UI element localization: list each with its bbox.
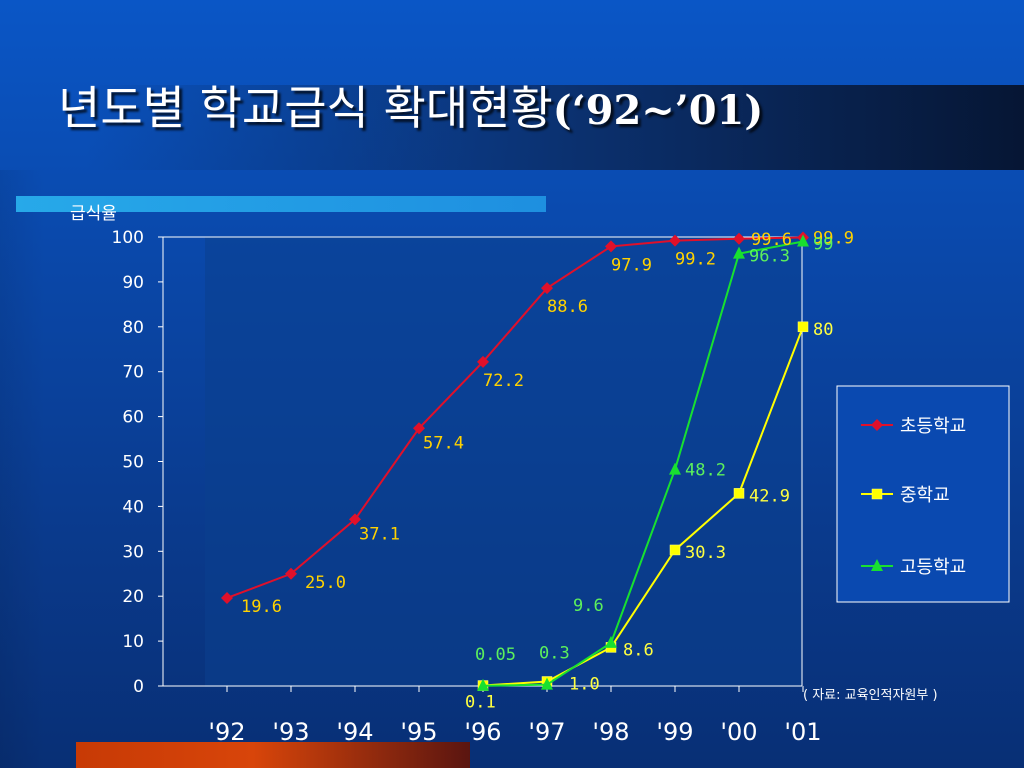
- series-line-1: [226, 236, 804, 599]
- x-tick-label: '01: [784, 718, 821, 746]
- cyan-accent-bar: [16, 196, 546, 212]
- legend-marker-1: [871, 419, 883, 431]
- x-tick-label: '94: [336, 718, 373, 746]
- plot-area-shade: [205, 237, 802, 687]
- y-tick-label: 70: [122, 363, 144, 383]
- data-label-3: 99: [813, 234, 833, 254]
- data-label-1: 88.6: [547, 297, 588, 317]
- x-tick-label: '98: [592, 718, 629, 746]
- series-line-2: [482, 326, 804, 687]
- data-point-1: [221, 591, 233, 604]
- x-tick-label: '95: [400, 718, 437, 746]
- data-point-3: [477, 678, 489, 691]
- data-point-1: [349, 513, 361, 526]
- data-label-2: 42.9: [749, 486, 790, 506]
- series-line-3: [482, 240, 804, 687]
- y-tick-label: 0: [133, 677, 144, 697]
- y-tick-label: 30: [122, 542, 144, 562]
- y-axis-title: 급식율: [70, 204, 117, 224]
- data-point-1: [669, 234, 681, 247]
- data-label-2: 0.1: [465, 693, 496, 713]
- legend-marker-3: [871, 559, 883, 571]
- chart-axes: 0 10 20 30 40 50 60 70 80 90 100 '92 '93 '94 '95 '96 '97…: [112, 228, 822, 746]
- data-label-2: 80: [813, 320, 833, 340]
- orange-accent-bar: [76, 742, 470, 768]
- data-label-1: 37.1: [359, 524, 400, 544]
- data-label-1: 19.6: [241, 597, 282, 617]
- data-point-3: [733, 246, 745, 259]
- data-point-1: [477, 355, 489, 368]
- data-label-1: 99.9: [813, 228, 854, 248]
- data-label-2: 8.6: [623, 640, 654, 660]
- y-tick-label: 60: [122, 408, 144, 428]
- slide-title-main: 년도별 학교급식 확대현황: [58, 81, 553, 135]
- legend-label-3: 고등학교: [900, 557, 966, 578]
- slide-title-years: (‘92~’01): [552, 87, 764, 134]
- y-tick-label: 50: [122, 453, 144, 473]
- x-tick-label: '93: [272, 718, 309, 746]
- y-tick-label: 40: [122, 497, 144, 517]
- legend-marker-2: [871, 488, 883, 500]
- y-tick-label: 90: [122, 273, 144, 293]
- data-label-3: 48.2: [685, 461, 726, 481]
- data-point-3: [541, 677, 553, 690]
- series-lines: [221, 231, 809, 691]
- data-point-1: [285, 567, 297, 580]
- data-label-1: 99.2: [675, 250, 716, 270]
- y-tick-label: 100: [112, 228, 144, 248]
- data-point-2: [797, 321, 809, 333]
- data-label-2: 30.3: [685, 543, 726, 563]
- data-point-1: [413, 422, 425, 435]
- data-label-1: 57.4: [423, 433, 464, 453]
- data-point-1: [733, 232, 745, 245]
- slide-title: 년도별 학교급식 확대현황(‘92~’01): [58, 72, 763, 138]
- data-point-3: [669, 462, 681, 475]
- title-backdrop-band: [85, 85, 1024, 170]
- data-labels: 19.6 25.0 37.1 57.4 72.2 88.6 97.9 99.2 99.6 99.9…: [241, 228, 854, 712]
- legend-label-2: 중학교: [900, 485, 950, 506]
- x-tick-label: '92: [208, 718, 245, 746]
- y-tick-label: 80: [122, 318, 144, 338]
- data-point-2: [733, 488, 745, 499]
- data-point-1: [541, 282, 553, 295]
- data-label-2: 1.0: [569, 675, 600, 695]
- x-tick-label: '99: [656, 718, 693, 746]
- left-shade-decoration: [0, 170, 45, 768]
- data-point-3: [605, 635, 617, 648]
- data-label-3: 0.05: [475, 645, 516, 665]
- x-tick-label: '00: [720, 718, 757, 746]
- data-label-1: 97.9: [611, 255, 652, 275]
- x-tick-label: '96: [464, 718, 501, 746]
- data-label-1: 72.2: [483, 371, 524, 391]
- data-label-3: 96.3: [749, 247, 790, 267]
- source-note: ( 자료: 교육인적자원부 ): [803, 688, 938, 703]
- data-label-3: 0.3: [539, 644, 570, 664]
- y-tick-label: 10: [122, 632, 144, 652]
- data-point-1: [605, 240, 617, 253]
- data-label-1: 99.6: [751, 230, 792, 250]
- data-label-3: 9.6: [573, 596, 604, 616]
- data-label-1: 25.0: [305, 573, 346, 593]
- data-point-3: [797, 234, 809, 247]
- x-tick-label: '97: [528, 718, 565, 746]
- y-tick-label: 20: [122, 587, 144, 607]
- data-point-2: [669, 544, 681, 556]
- legend-label-1: 초등학교: [900, 416, 966, 437]
